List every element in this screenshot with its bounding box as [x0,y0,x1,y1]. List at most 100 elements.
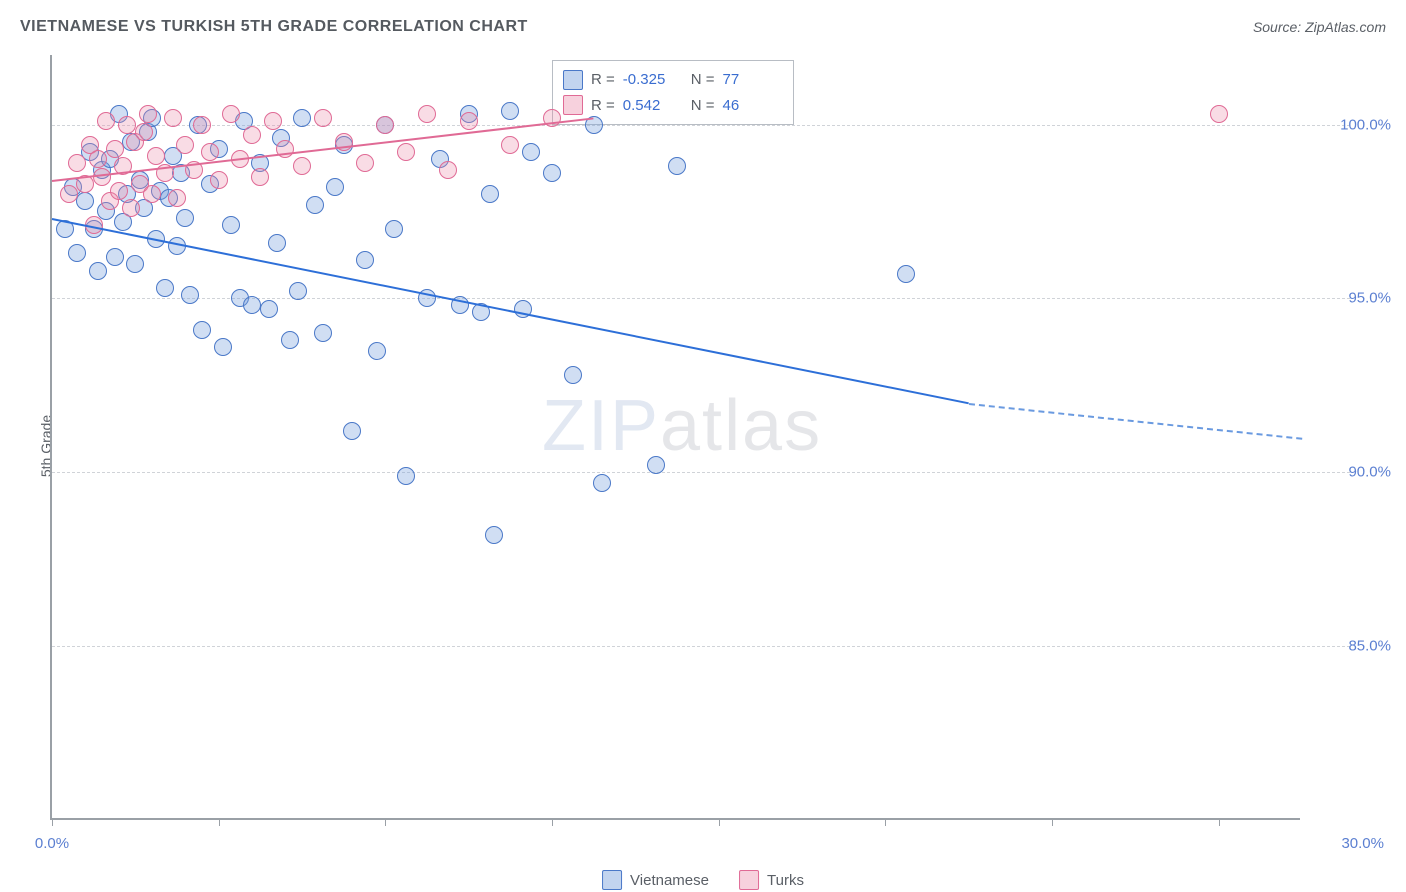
n-label: N = [691,93,715,119]
data-point [647,456,665,474]
chart-title: VIETNAMESE VS TURKISH 5TH GRADE CORRELAT… [20,18,528,36]
data-point [147,147,165,165]
gridline [52,646,1350,647]
y-tick-label: 90.0% [1348,464,1391,481]
data-point [343,422,361,440]
gridline [52,472,1350,473]
legend-item-vietnamese: Vietnamese [602,870,709,890]
data-point [176,209,194,227]
chart-container: VIETNAMESE VS TURKISH 5TH GRADE CORRELAT… [0,0,1406,892]
data-point [668,157,686,175]
data-point [543,164,561,182]
data-point [501,136,519,154]
data-point [193,321,211,339]
data-point [260,300,278,318]
data-point [164,109,182,127]
data-point [460,112,478,130]
x-max-label: 30.0% [1341,835,1384,852]
data-point [564,366,582,384]
r-value: 0.542 [623,93,683,119]
data-point [118,116,136,134]
data-point [251,168,269,186]
data-point [268,234,286,252]
x-tick [385,818,386,826]
x-tick [885,818,886,826]
x-tick [1219,818,1220,826]
legend-row-turks: R = 0.542 N = 46 [563,93,783,119]
data-point [106,248,124,266]
r-value: -0.325 [623,67,683,93]
data-point [306,196,324,214]
watermark-thin: atlas [660,386,822,466]
swatch-blue-icon [602,870,622,890]
data-point [181,286,199,304]
swatch-blue-icon [563,70,583,90]
correlation-legend: R = -0.325 N = 77 R = 0.542 N = 46 [552,60,794,125]
data-point [593,474,611,492]
data-point [143,185,161,203]
data-point [485,526,503,544]
data-point [97,112,115,130]
r-label: R = [591,67,615,93]
data-point [281,331,299,349]
regression-line [969,403,1303,440]
data-point [385,220,403,238]
x-tick [1052,818,1053,826]
data-point [243,126,261,144]
data-point [293,109,311,127]
watermark-bold: ZIP [542,386,660,466]
y-tick-label: 95.0% [1348,290,1391,307]
data-point [314,109,332,127]
data-point [89,262,107,280]
data-point [1210,105,1228,123]
data-point [76,192,94,210]
r-label: R = [591,93,615,119]
data-point [522,143,540,161]
legend-row-vietnamese: R = -0.325 N = 77 [563,67,783,93]
data-point [68,154,86,172]
data-point [356,154,374,172]
data-point [168,189,186,207]
data-point [193,116,211,134]
legend-label: Vietnamese [630,872,709,889]
series-legend: Vietnamese Turks [602,870,804,890]
data-point [356,251,374,269]
n-value: 46 [723,93,783,119]
x-tick [552,818,553,826]
data-point [397,467,415,485]
data-point [222,216,240,234]
y-tick-label: 100.0% [1340,116,1391,133]
plot-area: ZIPatlas R = -0.325 N = 77 R = 0.542 N =… [50,55,1300,820]
data-point [222,105,240,123]
data-point [135,123,153,141]
x-tick [719,818,720,826]
data-point [214,338,232,356]
data-point [139,105,157,123]
n-value: 77 [723,67,783,93]
data-point [210,171,228,189]
data-point [326,178,344,196]
data-point [106,140,124,158]
data-point [418,105,436,123]
data-point [122,199,140,217]
data-point [501,102,519,120]
data-point [376,116,394,134]
data-point [60,185,78,203]
data-point [156,279,174,297]
legend-item-turks: Turks [739,870,804,890]
data-point [264,112,282,130]
x-tick [219,818,220,826]
data-point [314,324,332,342]
regression-line [52,218,969,404]
x-tick [52,818,53,826]
data-point [126,255,144,273]
data-point [368,342,386,360]
data-point [289,282,307,300]
x-tick-label: 0.0% [35,835,69,852]
data-point [897,265,915,283]
n-label: N = [691,67,715,93]
swatch-pink-icon [563,95,583,115]
data-point [243,296,261,314]
swatch-pink-icon [739,870,759,890]
data-point [481,185,499,203]
